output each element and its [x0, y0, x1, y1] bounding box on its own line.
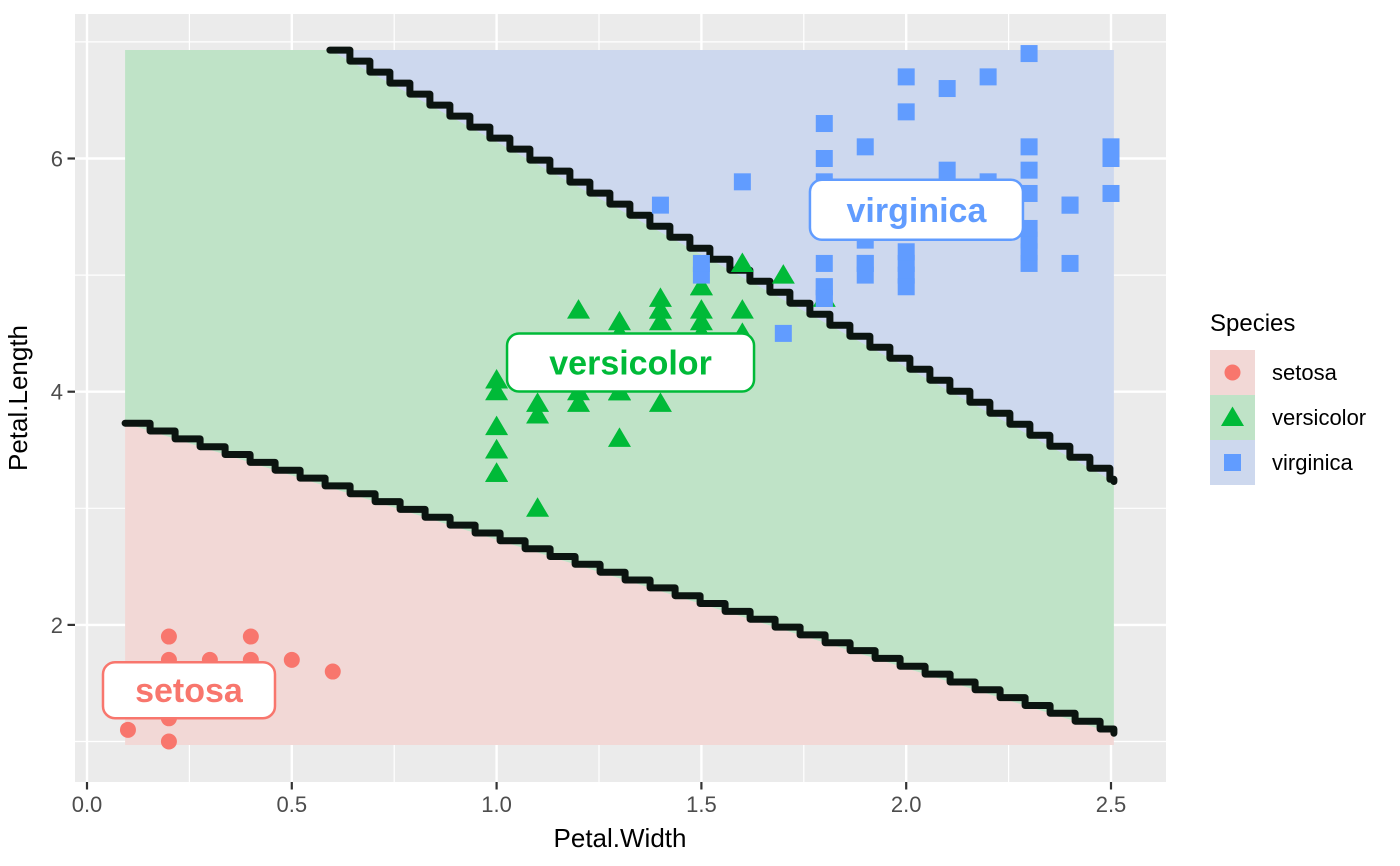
data-point-versicolor: [689, 310, 713, 331]
data-point-virginica: [1061, 196, 1079, 214]
data-point-versicolor: [648, 299, 672, 319]
legend-label-versicolor: versicolor: [1272, 405, 1366, 430]
data-point-versicolor: [526, 404, 550, 424]
data-point-virginica: [1020, 243, 1038, 261]
data-point-versicolor: [648, 392, 672, 412]
y-axis-title: Petal.Length: [3, 325, 33, 471]
data-point-versicolor: [689, 299, 713, 319]
data-point-versicolor: [485, 380, 509, 401]
x-axis-title: Petal.Width: [554, 823, 687, 853]
data-point-setosa: [242, 628, 259, 645]
label-versicolor: versicolor: [505, 332, 756, 393]
data-point-setosa: [324, 663, 341, 680]
data-point-virginica: [938, 80, 956, 98]
data-point-virginica: [897, 68, 915, 86]
data-point-virginica: [979, 68, 997, 86]
data-point-versicolor: [485, 415, 509, 436]
data-point-versicolor: [648, 287, 672, 307]
data-point-versicolor: [526, 392, 550, 412]
data-point-setosa: [160, 733, 177, 750]
label-setosa: setosa: [101, 660, 277, 720]
data-point-virginica: [692, 254, 710, 272]
data-point-virginica: [815, 115, 833, 133]
x-tick-label: 0.0: [72, 792, 103, 817]
data-point-virginica: [897, 103, 915, 121]
data-point-virginica: [1020, 45, 1038, 63]
data-point-virginica: [1102, 184, 1120, 202]
data-point-versicolor: [730, 299, 754, 319]
decision-boundaries: [121, 46, 1118, 737]
data-point-versicolor: [485, 369, 509, 389]
label-box-virginica: [808, 178, 1025, 242]
data-point-virginica: [856, 138, 874, 156]
legend-entry-setosa: setosa: [1210, 350, 1338, 395]
y-tick-label: 2: [51, 613, 63, 638]
label-box-setosa: [101, 660, 277, 720]
data-point-versicolor: [730, 252, 754, 272]
x-tick-label: 1.5: [686, 792, 717, 817]
label-virginica: virginica: [808, 178, 1025, 242]
legend-label-virginica: virginica: [1272, 450, 1353, 475]
data-point-virginica: [815, 289, 833, 307]
legend-symbol-square: [1224, 454, 1241, 471]
data-point-setosa: [119, 721, 136, 738]
region-virginica: [329, 50, 1114, 482]
data-point-virginica: [1020, 161, 1038, 179]
x-tick-label: 2.5: [1096, 792, 1127, 817]
data-point-virginica: [774, 324, 792, 342]
data-point-virginica: [897, 278, 915, 296]
data-point-virginica: [651, 196, 669, 214]
boundary-versicolor-virginica: [326, 46, 1118, 485]
data-point-versicolor: [689, 275, 713, 296]
data-point-versicolor: [485, 439, 509, 459]
data-point-virginica: [1020, 184, 1038, 202]
data-point-setosa: [160, 628, 177, 645]
label-text-versicolor: versicolor: [549, 345, 712, 383]
axes: 0.0 0.5 1.0 1.5 2.0 2.5 2 4 6: [51, 147, 1127, 818]
legend-symbol-circle: [1224, 364, 1241, 381]
data-point-virginica: [856, 266, 874, 284]
legend-symbol-triangle: [1221, 406, 1244, 426]
data-point-virginica: [897, 243, 915, 261]
data-point-virginica: [733, 173, 751, 191]
label-text-setosa: setosa: [135, 672, 244, 710]
legend: setosa versicolor virginica: [1210, 350, 1366, 485]
legend-entry-virginica: virginica: [1210, 440, 1353, 485]
data-point-versicolor: [567, 299, 591, 319]
data-point-virginica: [1061, 254, 1079, 272]
data-point-virginica: [1102, 138, 1120, 156]
data-point-virginica: [938, 161, 956, 179]
boundary-setosa-versicolor: [121, 419, 1118, 737]
data-point-virginica: [1020, 138, 1038, 156]
data-point-virginica: [1020, 219, 1038, 237]
y-tick-label: 6: [51, 147, 63, 172]
y-tick-label: 4: [51, 380, 63, 405]
data-point-versicolor: [485, 462, 509, 482]
data-point-versicolor: [607, 427, 631, 447]
data-point-versicolor: [648, 310, 672, 331]
data-point-versicolor: [567, 392, 591, 412]
legend-title: Species: [1210, 310, 1295, 337]
label-box-versicolor: [505, 332, 756, 393]
data-point-versicolor: [771, 264, 795, 284]
data-point-versicolor: [526, 497, 550, 517]
x-tick-label: 0.5: [277, 792, 308, 817]
label-text-virginica: virginica: [847, 192, 988, 230]
data-point-virginica: [815, 254, 833, 272]
x-tick-label: 1.0: [481, 792, 512, 817]
legend-label-setosa: setosa: [1272, 360, 1338, 385]
legend-entry-versicolor: versicolor: [1210, 395, 1366, 440]
data-point-versicolor: [607, 310, 631, 331]
region-labels: setosa versicolor virginica: [101, 178, 1025, 720]
data-point-setosa: [283, 651, 300, 668]
data-point-virginica: [815, 150, 833, 167]
x-tick-label: 2.0: [891, 792, 922, 817]
